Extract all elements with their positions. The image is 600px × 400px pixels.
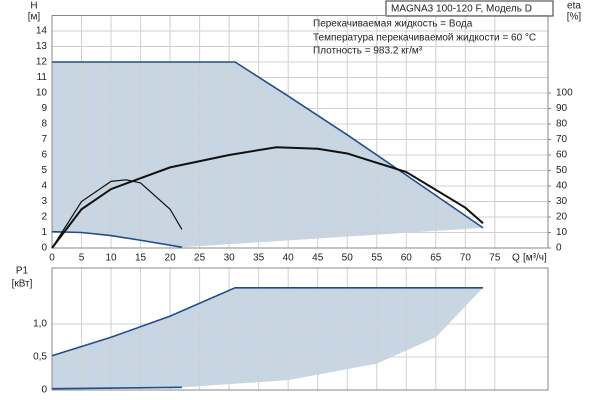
y2-axis-label: eta [567,1,581,12]
x-tick-label: 10 [105,253,117,264]
y2-tick-label: 0 [556,243,562,254]
y-tick-label: 1 [41,227,47,238]
y-tick-label: 13 [36,41,48,52]
annotation: Перекачиваемая жидкость = Вода [313,19,473,30]
y-tick-label: 4 [41,181,47,192]
annotation: Плотность = 983.2 кг/м³ [313,46,423,57]
y-tick-label: 10 [36,88,48,99]
y-tick-label: 6 [41,150,47,161]
y-tick-label: 11 [37,72,48,83]
y-tick-label: 0,5 [33,352,47,363]
x-tick-label: 30 [224,253,236,264]
y2-tick-label: 80 [556,119,568,130]
curve [51,179,183,249]
x-tick-label: 5 [79,253,85,264]
x-tick-label: 0 [49,253,55,264]
y-tick-label: 0 [41,243,47,254]
y2-tick-label: 70 [556,134,568,145]
y-axis-unit: [кВт] [12,279,33,290]
x-axis-label: Q [512,253,520,264]
x-tick-label: 60 [401,253,413,264]
x-tick-label: 55 [371,253,383,264]
curve [52,61,484,229]
plot-frame [51,15,549,249]
y-tick-label: 12 [36,57,48,68]
y2-tick-label: 90 [556,103,568,114]
plot-frame [51,267,549,391]
y-axis-unit: [м] [28,12,41,23]
x-tick-label: 35 [253,253,265,264]
y-tick-label: 14 [36,26,48,37]
y-tick-label: 5 [41,165,47,176]
curve [51,146,484,249]
y2-tick-label: 50 [556,165,568,176]
x-tick-label: 65 [430,253,442,264]
x-tick-label: 45 [312,253,324,264]
x-tick-label: 40 [283,253,295,264]
y-tick-label: 3 [41,196,47,207]
x-tick-label: 50 [342,253,354,264]
curve [51,386,182,390]
curve [51,286,484,357]
annotation: Температура перекачиваемой жидкости = 60… [313,33,536,44]
y2-tick-label: 40 [556,181,568,192]
y2-tick-label: 20 [556,212,568,223]
y2-tick-label: 60 [556,150,568,161]
y2-tick-label: 30 [556,196,568,207]
y2-tick-label: 10 [556,227,568,238]
y-tick-label: 1,0 [33,319,47,330]
operating-range [52,287,484,389]
x-tick-label: 15 [135,253,147,264]
curve [51,230,183,249]
y-tick-label: 9 [41,103,47,114]
y2-axis-unit: [%] [567,12,582,23]
y-tick-label: 0 [41,385,47,396]
x-tick-label: 25 [194,253,206,264]
x-axis-unit: [м³/ч] [523,253,547,264]
x-tick-label: 75 [489,253,501,264]
y-tick-label: 2 [41,212,47,223]
chart-title: MAGNA3 100-120 F, Модель D [391,4,532,15]
y2-tick-label: 100 [556,88,573,99]
x-tick-label: 20 [165,253,177,264]
x-tick-label: 70 [460,253,472,264]
y-axis-label: P1 [16,266,29,277]
y-axis-label: H [30,1,37,12]
y-tick-label: 8 [41,119,47,130]
y-tick-label: 7 [41,134,47,145]
